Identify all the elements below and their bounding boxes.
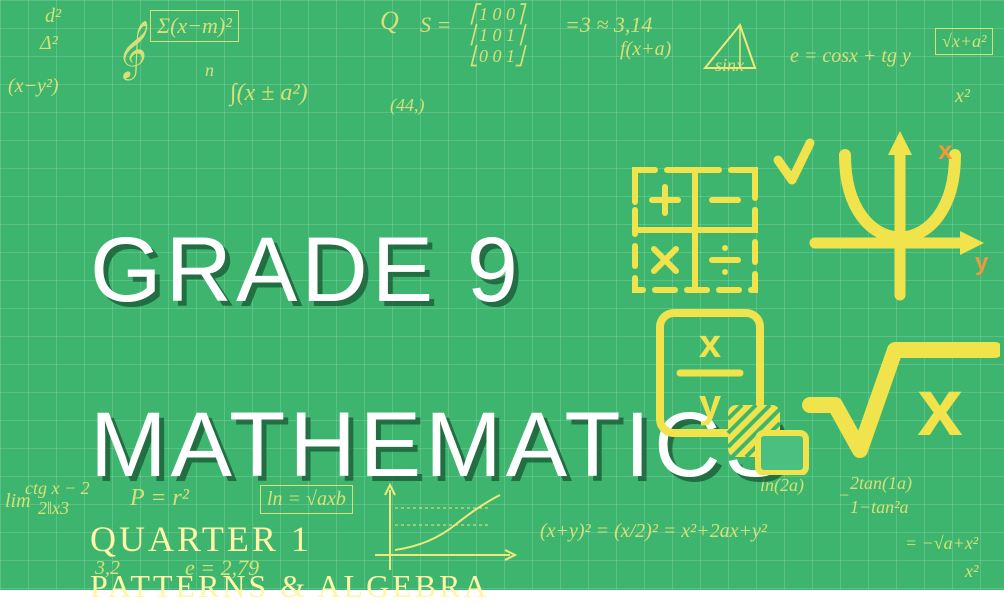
formula-doodle: 1−tan²a: [850, 497, 909, 518]
formula-doodle: n: [205, 60, 214, 81]
fraction-card-icon: x y: [640, 305, 810, 475]
fraction-denominator: y: [699, 382, 722, 426]
formula-doodle: (44,): [390, 95, 425, 116]
formula-doodle: 2‖x3: [38, 498, 69, 519]
formula-doodle: ∫(x ± a²): [230, 80, 308, 107]
x-axis-label: x: [938, 135, 953, 165]
formula-doodle: ⎡1 0 0⎤ ⎢1 0 1⎥ ⎣0 0 1⎦: [470, 4, 524, 67]
formula-doodle: (x−y²): [8, 75, 59, 98]
formula-doodle: Δ²: [40, 32, 58, 55]
topic-label: PATTERNS & ALGEBRA: [90, 568, 790, 605]
formula-doodle: e = cosx + tg y: [790, 45, 911, 68]
formula-doodle: f(x+a): [620, 38, 671, 61]
formula-doodle: Q: [380, 6, 399, 36]
formula-doodle: −: [838, 485, 850, 506]
formula-doodle: = −√a+x²: [905, 533, 978, 554]
formula-doodle: x²: [955, 85, 970, 108]
title-line-1: GRADE 9: [90, 219, 522, 321]
sqrt-radicand: x: [917, 362, 963, 453]
triangle-doodle-icon: [695, 20, 765, 75]
icon-cluster: x y x y x: [630, 155, 990, 475]
formula-doodle: x²: [965, 561, 978, 582]
fraction-numerator: x: [699, 322, 721, 366]
formula-doodle: ctg x − 2: [25, 478, 90, 499]
formula-doodle: Σ(x−m)²: [150, 10, 239, 42]
sqrt-x-icon: x: [800, 335, 1000, 465]
y-axis-label: y: [975, 249, 989, 276]
parabola-axes-icon: x y: [770, 125, 990, 315]
formula-doodle: =3 ≈ 3,14: [565, 12, 652, 38]
formula-doodle: 2tan(1a): [850, 473, 912, 494]
operators-grid-icon: [630, 165, 760, 295]
formula-doodle: √x+a²: [935, 28, 993, 55]
formula-doodle: d²: [45, 5, 61, 28]
formula-doodle: sinx: [715, 55, 744, 76]
quarter-label: QUARTER 1: [90, 518, 790, 560]
formula-doodle: S =: [420, 12, 451, 38]
formula-doodle: lim: [5, 490, 31, 513]
course-banner: 𝄞 Σ(x−m)²nd²Δ²(x−y²)∫(x ± a²)QS =⎡1 0 0⎤…: [0, 0, 1004, 590]
